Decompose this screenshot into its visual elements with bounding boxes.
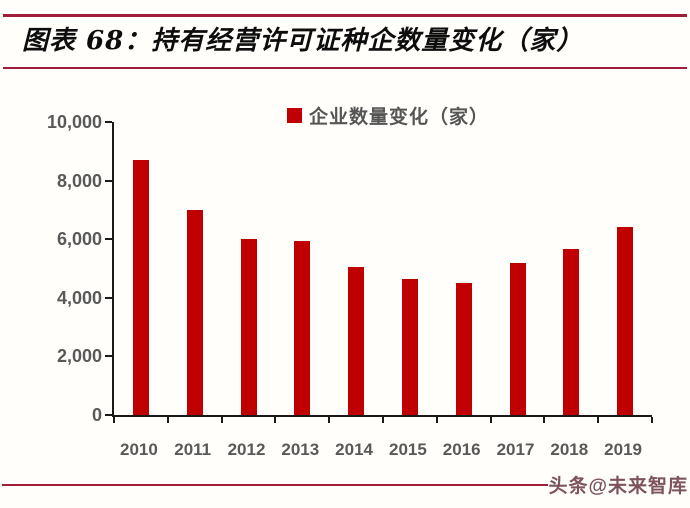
bottom-rule (2, 484, 548, 486)
y-axis-tick (105, 121, 112, 123)
x-tick-label: 2017 (496, 440, 535, 459)
x-tick-label: 2011 (174, 440, 212, 459)
y-axis-tick (105, 355, 112, 358)
x-tick-label: 2018 (550, 440, 589, 459)
bar-2012 (240, 239, 257, 415)
y-axis-tick (105, 414, 112, 416)
bar-2011 (186, 209, 203, 415)
x-tick-label: 2014 (335, 440, 373, 459)
top-rule (3, 14, 687, 17)
bar-2014 (348, 267, 365, 415)
x-tick-label: 2019 (604, 440, 642, 459)
bar-2010 (132, 160, 149, 415)
x-tick-label: 2013 (281, 440, 320, 459)
y-tick-label: 4,000 (56, 287, 102, 308)
x-axis-tick (435, 417, 438, 423)
x-axis-tick (489, 417, 492, 423)
x-axis-labels: 2010 2011 2012 2013 2014 2015 2016 2017 2018 2019 (112, 440, 650, 462)
watermark: 头条@未来智库 (548, 476, 688, 497)
y-axis-tick (105, 179, 112, 182)
x-axis-tick (543, 417, 546, 423)
y-tick-label: 2,000 (56, 346, 102, 367)
x-axis-tick (328, 417, 331, 423)
y-axis-labels: 0 2,000 4,000 6,000 8,000 10,000 (0, 112, 102, 425)
x-tick-label: 2010 (119, 440, 158, 459)
x-axis-tick (597, 417, 600, 423)
x-tick-label: 2016 (442, 440, 481, 459)
x-axis-tick (651, 417, 653, 423)
x-tick-label: 2012 (227, 440, 266, 459)
bar-2013 (294, 240, 311, 415)
y-axis-tick (105, 238, 112, 241)
bar-2015 (401, 278, 418, 415)
y-tick-label: 0 (91, 405, 102, 425)
y-axis-tick (105, 296, 112, 299)
figure-title: 图表 68：持有经营许可证种企数量变化（家） (22, 26, 584, 56)
x-axis-tick (113, 417, 115, 423)
plot-area (105, 121, 653, 423)
y-tick-label: 10,000 (46, 112, 102, 132)
y-tick-label: 6,000 (56, 229, 102, 250)
bar-2016 (455, 283, 472, 415)
bar-2018 (563, 249, 580, 415)
legend-swatch-red-square-icon (287, 107, 302, 123)
title-divider-rule (3, 67, 687, 69)
bar-2017 (509, 262, 526, 415)
x-tick-label: 2015 (388, 440, 427, 459)
x-axis-tick (274, 417, 277, 423)
legend-label: 企业数量变化（家） (309, 106, 490, 128)
x-axis-tick (166, 417, 169, 423)
x-axis-tick (220, 417, 223, 423)
y-tick-label: 8,000 (56, 170, 102, 191)
chart-legend: 企业数量变化（家） (287, 103, 490, 128)
x-axis-tick (382, 417, 384, 423)
bar-2019 (617, 227, 634, 415)
